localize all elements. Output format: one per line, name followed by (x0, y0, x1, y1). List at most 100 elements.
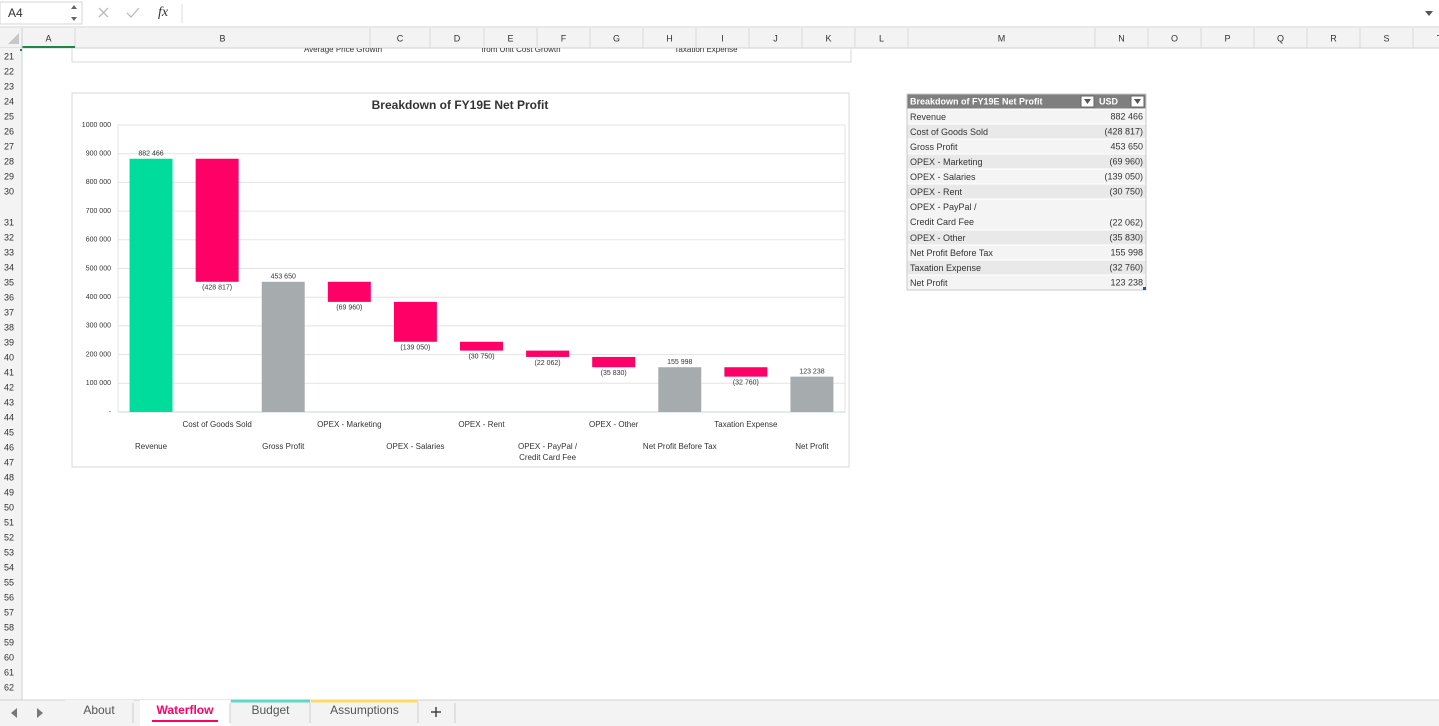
bar (393, 301, 437, 342)
column-header[interactable]: F (561, 33, 567, 43)
clipped-label: Average Price Growth (304, 45, 382, 54)
column-header[interactable]: B (219, 33, 225, 43)
column-header[interactable]: T (1437, 33, 1439, 43)
row-header[interactable]: 48 (4, 472, 14, 482)
row-header[interactable]: 25 (4, 111, 14, 121)
sheet-tab[interactable] (231, 700, 310, 726)
row-header[interactable]: 49 (4, 487, 14, 497)
column-header[interactable]: J (773, 33, 778, 43)
row-header[interactable]: 39 (4, 337, 14, 347)
table-cell: Gross Profit (910, 142, 958, 152)
table-cell-box: OPEX - Salaries (910, 172, 976, 182)
table-cell: (30 750) (1109, 186, 1143, 196)
column-header[interactable]: E (507, 33, 513, 43)
sheet-tab-label[interactable]: About (83, 703, 115, 717)
column-header[interactable]: A (45, 33, 51, 43)
bar (195, 158, 239, 282)
clipped-label: Taxation Expense (674, 45, 738, 54)
table-cell: (69 960) (1109, 156, 1143, 166)
x-tick-label: Revenue (135, 442, 168, 451)
column-header[interactable]: M (998, 33, 1006, 43)
row-header[interactable]: 53 (4, 547, 14, 557)
enter-icon[interactable] (126, 7, 140, 18)
x-tick-label: OPEX - Salaries (386, 442, 445, 451)
column-header[interactable]: G (613, 33, 620, 43)
column-header[interactable]: O (1171, 33, 1178, 43)
fx-icon[interactable]: fx (158, 5, 169, 20)
row-header[interactable]: 36 (4, 292, 14, 302)
column-header[interactable]: N (1118, 33, 1125, 43)
name-box-spinner[interactable] (71, 5, 77, 21)
column-header[interactable]: H (666, 33, 673, 43)
row-header[interactable]: 26 (4, 126, 14, 136)
row-header[interactable]: 52 (4, 532, 14, 542)
column-header[interactable]: R (1330, 33, 1337, 43)
row-header[interactable]: 54 (4, 562, 14, 572)
row-header[interactable]: 32 (4, 232, 14, 242)
data-label: (22 062) (535, 360, 561, 367)
row-header[interactable]: 31 (4, 217, 14, 227)
column-header[interactable]: Q (1277, 33, 1284, 43)
row-header[interactable]: 51 (4, 517, 14, 527)
row-header[interactable]: 45 (4, 427, 14, 437)
column-header[interactable]: P (1224, 33, 1230, 43)
row-header[interactable]: 27 (4, 141, 14, 151)
row-header[interactable]: 44 (4, 412, 14, 422)
row-header[interactable]: 47 (4, 457, 14, 467)
select-all[interactable] (8, 33, 19, 44)
row-header[interactable]: 58 (4, 622, 14, 632)
row-header[interactable]: 46 (4, 442, 14, 452)
row-header[interactable]: 29 (4, 171, 14, 181)
table-cell: OPEX - Rent (910, 187, 963, 197)
sheet-tab[interactable] (311, 700, 418, 726)
row-header[interactable]: 57 (4, 607, 14, 617)
name-box[interactable] (0, 1, 83, 25)
sheet-tab[interactable] (65, 700, 133, 726)
x-tick-label-box: OPEX - Other (589, 420, 638, 429)
row-header[interactable]: 34 (4, 262, 14, 272)
row-header[interactable]: 50 (4, 502, 14, 512)
row-header[interactable]: 61 (4, 667, 14, 677)
formula-expand[interactable] (1425, 11, 1433, 16)
row-header[interactable]: 55 (4, 577, 14, 587)
column-header[interactable]: C (397, 33, 404, 43)
clipped-object-border (71, 48, 852, 63)
column-header[interactable]: D (454, 33, 461, 43)
row-header[interactable]: 56 (4, 592, 14, 602)
sheet-tab-label[interactable]: Budget (251, 703, 290, 717)
row-header[interactable]: 21 (4, 51, 14, 61)
name-box-text: A4 (8, 6, 23, 20)
cancel-icon[interactable] (98, 7, 109, 18)
bar (526, 350, 570, 357)
row-header[interactable]: 30 (4, 186, 14, 196)
row-header[interactable]: 59 (4, 637, 14, 647)
row-header[interactable]: 43 (4, 397, 14, 407)
row-header[interactable]: 37 (4, 307, 14, 317)
row-header[interactable]: 41 (4, 367, 14, 377)
column-header[interactable]: K (825, 33, 831, 43)
row-header[interactable]: 33 (4, 247, 14, 257)
row-header[interactable]: 24 (4, 96, 14, 106)
tab-prev[interactable] (11, 708, 17, 718)
row-header[interactable]: 28 (4, 156, 14, 166)
table-cell-box: Gross Profit (910, 142, 958, 152)
row-header[interactable]: 22 (4, 66, 14, 76)
column-header[interactable]: I (721, 33, 724, 43)
row-header[interactable]: 38 (4, 322, 14, 332)
tab-next[interactable] (37, 708, 43, 718)
row-header[interactable]: 35 (4, 277, 14, 287)
sheet-tab-label[interactable]: Waterflow (157, 703, 215, 717)
row-header[interactable]: 40 (4, 352, 14, 362)
row-header[interactable]: 62 (4, 682, 14, 692)
x-tick-label: Net Profit (795, 442, 829, 451)
column-header[interactable]: L (879, 33, 884, 43)
x-tick-label-box: OPEX - Salaries (386, 442, 445, 451)
chart-area[interactable] (71, 92, 850, 468)
column-header[interactable]: S (1383, 33, 1389, 43)
data-label: 123 238 (799, 368, 824, 375)
row-header[interactable]: 23 (4, 81, 14, 91)
add-sheet[interactable] (431, 707, 441, 717)
row-header[interactable]: 42 (4, 382, 14, 392)
sheet-tab-label[interactable]: Assumptions (330, 703, 399, 717)
row-header[interactable]: 60 (4, 652, 14, 662)
